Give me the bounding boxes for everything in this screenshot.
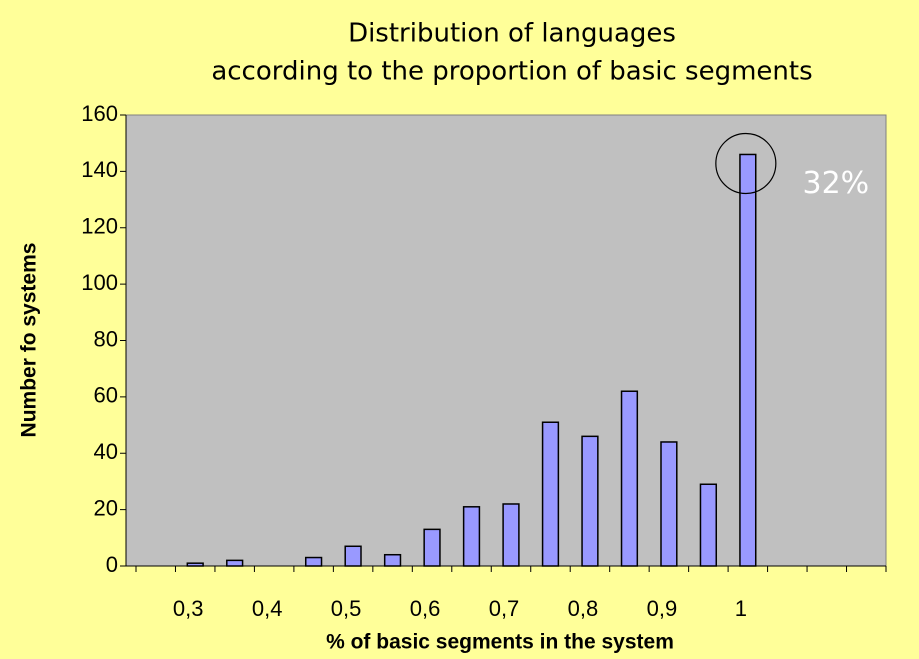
bar xyxy=(541,421,560,567)
bar xyxy=(226,559,244,567)
annotation: 32% xyxy=(802,166,869,201)
bar xyxy=(423,528,441,567)
bar xyxy=(620,390,639,567)
y-tick-label: 40 xyxy=(94,439,118,464)
x-tick-label: 0,7 xyxy=(489,596,520,621)
y-tick-label: 60 xyxy=(94,383,118,408)
x-tick-label: 0,9 xyxy=(647,596,678,621)
x-tick-label: 0,5 xyxy=(331,596,362,621)
y-tick-label: 140 xyxy=(81,157,118,182)
y-tick-label: 80 xyxy=(94,326,118,351)
x-tick-label: 0,3 xyxy=(173,596,204,621)
x-tick-label: 1 xyxy=(735,596,747,621)
bar xyxy=(344,545,362,567)
y-tick-label: 100 xyxy=(81,270,118,295)
bar xyxy=(739,153,757,567)
y-tick-label: 120 xyxy=(81,214,118,239)
bar xyxy=(502,503,520,567)
y-tick-label: 160 xyxy=(81,101,118,126)
x-tick-label: 0,8 xyxy=(568,596,599,621)
plot-area xyxy=(125,114,887,567)
bar xyxy=(462,506,481,567)
x-tick-label: 0,4 xyxy=(252,596,283,621)
bar xyxy=(660,441,678,567)
bar xyxy=(186,562,204,567)
y-axis-label: Number fo systems xyxy=(18,243,41,438)
bar xyxy=(699,483,718,567)
x-tick-label: 0,6 xyxy=(410,596,441,621)
bar xyxy=(304,556,323,567)
highlight-circle xyxy=(715,132,777,195)
chart-title: Distribution of languages xyxy=(348,19,676,49)
x-axis-label: % of basic segments in the system xyxy=(326,631,674,654)
bar xyxy=(581,435,599,567)
bar xyxy=(383,553,402,567)
chart-subtitle: according to the proportion of basic seg… xyxy=(211,57,812,87)
y-tick-label: 20 xyxy=(94,495,118,520)
y-tick-label: 0 xyxy=(106,552,118,577)
